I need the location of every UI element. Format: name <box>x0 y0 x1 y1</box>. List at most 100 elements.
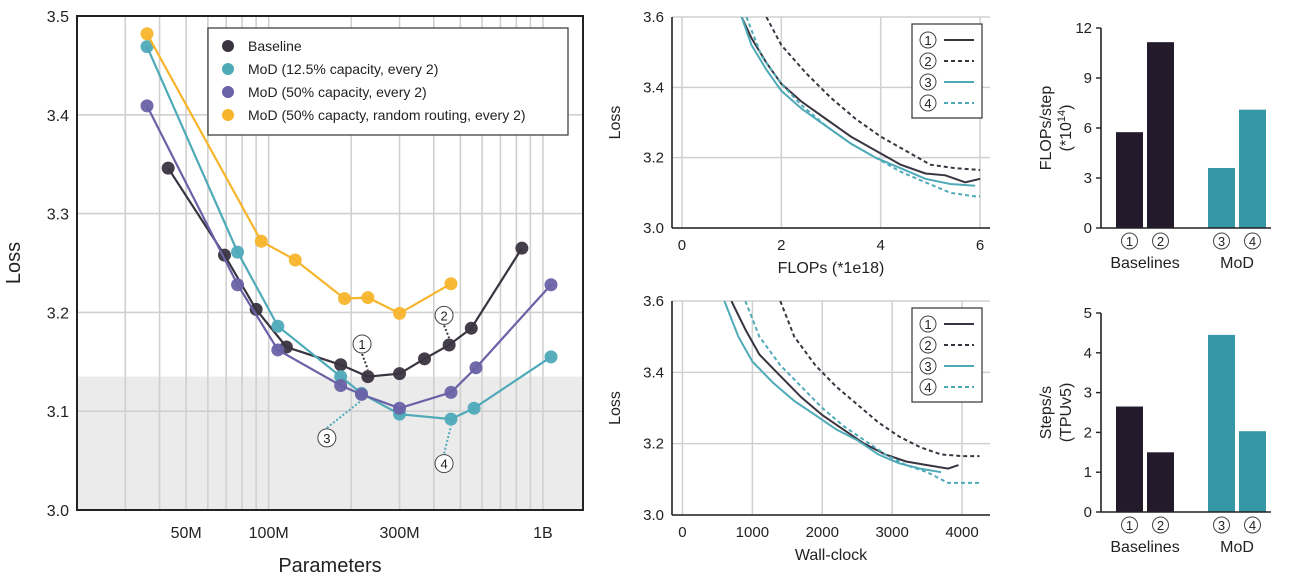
x-axis-label: Wall-clock <box>795 547 868 564</box>
data-point <box>288 253 302 267</box>
series-group <box>723 301 980 484</box>
category-label: 4 <box>1249 234 1256 249</box>
data-point <box>271 343 285 357</box>
y-tick-label: 12 <box>1075 20 1092 37</box>
annotation-leader <box>361 353 369 370</box>
y-tick-label: 3.2 <box>643 436 664 453</box>
annotation-circle <box>434 454 454 474</box>
legend-marker <box>222 109 234 121</box>
y-tick-label: 3.0 <box>47 503 69 520</box>
data-point <box>393 367 407 381</box>
ylabel-sub: (TPUv5) <box>1058 383 1075 443</box>
legend-label: 1 <box>924 317 931 332</box>
legend-label: 3 <box>924 359 931 374</box>
data-point <box>515 241 529 255</box>
y-tick-label: 3.0 <box>643 220 664 237</box>
x-tick-label: 2 <box>777 237 785 254</box>
bar <box>1116 406 1143 512</box>
legend-label: MoD (50% capacty, random routing, every … <box>248 107 526 123</box>
legend-marker-circle <box>919 52 937 70</box>
data-point <box>544 350 558 364</box>
steps-per-second-bar-panel: 0 1 2 3 4 5 1 2 3 4 Baselines MoD Steps/s (TPUv5) <box>1038 305 1271 556</box>
data-point <box>467 401 481 415</box>
x-tick-label: 50M <box>171 525 202 542</box>
category-circle <box>1244 232 1261 250</box>
ylabel-sub: (*10 <box>1058 122 1075 151</box>
category-circle <box>1213 516 1230 534</box>
annotation-circle <box>317 428 337 448</box>
series-group <box>740 17 981 198</box>
annotation-leader <box>443 425 452 454</box>
flops-loss-panel: 0 2 4 6 3.0 3.2 3.4 3.6 FLOPs (*1e18) Loss 1 2 3 4 <box>607 9 990 277</box>
y-tick-label: 0 <box>1084 504 1092 521</box>
series-line <box>745 17 981 198</box>
data-point <box>271 319 285 333</box>
x-axis-label: FLOPs (*1e18) <box>778 260 885 277</box>
data-point <box>334 358 348 372</box>
x-tick-label: 0 <box>678 237 686 254</box>
y-tick-label: 1 <box>1084 464 1092 481</box>
y-tick-label: 2 <box>1084 424 1092 441</box>
group-label: Baselines <box>1110 255 1179 272</box>
ylabel-sup: 14 <box>1056 110 1068 122</box>
x-tick-label: 4 <box>877 237 885 254</box>
y-tick-label: 3.3 <box>47 207 69 224</box>
annotation-circle <box>352 334 372 354</box>
legend-marker-circle <box>919 336 937 354</box>
data-point <box>544 278 558 292</box>
data-point <box>140 40 154 54</box>
y-tick-label: 3.2 <box>47 305 69 322</box>
legend-marker-circle <box>919 94 937 112</box>
series-line <box>167 167 523 378</box>
legend-box <box>207 27 569 136</box>
legend-marker-circle <box>919 73 937 91</box>
y-tick-label: 5 <box>1084 305 1092 322</box>
y-tick-label: 3.1 <box>47 404 69 421</box>
y-tick-label: 9 <box>1084 70 1092 87</box>
x-tick-label: 0 <box>678 524 686 541</box>
series-line <box>740 17 976 187</box>
bar <box>1147 42 1174 228</box>
data-point <box>444 412 458 426</box>
legend-marker <box>222 63 234 75</box>
y-tick-label: 6 <box>1084 120 1092 137</box>
legend-label: 3 <box>924 75 931 90</box>
legend-label: 1 <box>924 33 931 48</box>
legend-label: 2 <box>924 338 931 353</box>
legend-label: MoD (12.5% capacity, every 2) <box>248 61 438 77</box>
data-point <box>355 387 369 401</box>
legend-marker <box>222 40 234 52</box>
data-point <box>140 27 154 41</box>
bar <box>1208 334 1235 512</box>
y-axis-label: Loss <box>607 391 624 425</box>
category-label: 3 <box>1218 518 1225 533</box>
x-tick-label: 1000 <box>736 524 769 541</box>
x-tick-label: 100M <box>249 525 289 542</box>
data-point <box>442 338 456 352</box>
bar <box>1208 168 1235 228</box>
y-tick-label: 3.2 <box>643 150 664 167</box>
y-tick-label: 3.6 <box>643 293 664 310</box>
x-tick-label: 300M <box>380 525 420 542</box>
plot-frame <box>76 15 584 511</box>
data-point <box>444 385 458 399</box>
ylabel-end: ) <box>1058 105 1075 110</box>
series-line <box>744 301 980 484</box>
y-tick-label: 3 <box>1084 170 1092 187</box>
data-point <box>140 99 154 113</box>
category-label: 2 <box>1157 234 1164 249</box>
legend-label: 4 <box>924 96 931 111</box>
series-line <box>723 301 942 474</box>
data-point <box>361 370 375 384</box>
annotation-label: 1 <box>358 337 365 352</box>
y-tick-label: 3.5 <box>47 9 69 26</box>
y-axis-label: FLOPs/step <box>1038 86 1055 171</box>
data-point <box>249 302 263 316</box>
data-point <box>254 234 268 248</box>
x-tick-label: 4000 <box>945 524 978 541</box>
y-axis-label: Loss <box>3 242 25 284</box>
annotation-label: 2 <box>440 308 447 323</box>
main-scatter-panel: 3.0 3.1 3.2 3.3 3.4 3.5 50M 100M 300M 1B Parameter… <box>3 9 584 577</box>
data-point <box>393 306 407 320</box>
